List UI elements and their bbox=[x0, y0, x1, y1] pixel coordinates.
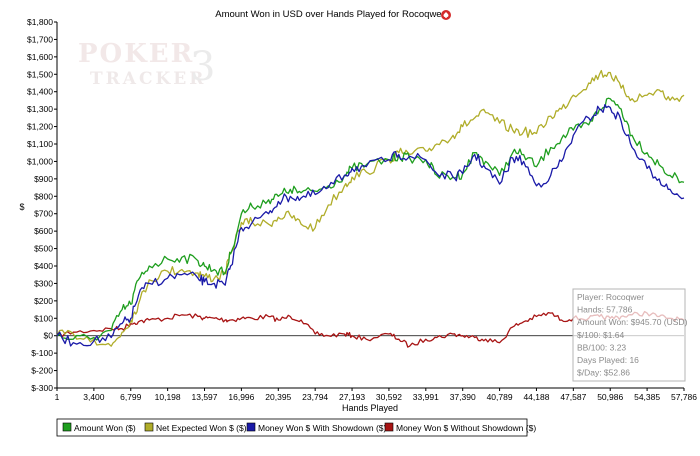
y-tick-label: $1,000 bbox=[27, 156, 53, 166]
x-tick-label: 20,395 bbox=[265, 392, 291, 402]
x-axis-ticks: 1 3,400 6,799 10,198 13,597 16,996 20,395 23,79… bbox=[55, 388, 697, 402]
y-tick-label: $600 bbox=[34, 226, 53, 236]
legend-frame bbox=[56, 418, 528, 437]
x-tick-label: 40,789 bbox=[487, 392, 513, 402]
x-tick-label: 16,996 bbox=[228, 392, 254, 402]
x-tick-label: 54,385 bbox=[634, 392, 660, 402]
x-tick-label: 50,986 bbox=[597, 392, 623, 402]
y-tick-label: $200 bbox=[34, 296, 53, 306]
y-tick-label: $700 bbox=[34, 209, 53, 219]
legend-label: Amount Won ($) bbox=[74, 423, 136, 433]
y-tick-label: $100 bbox=[34, 313, 53, 323]
info-box-frame bbox=[572, 288, 686, 382]
legend-swatch bbox=[144, 422, 154, 432]
legend-swatch bbox=[384, 422, 394, 432]
legend-swatch bbox=[62, 422, 72, 432]
info-box-line: Days Played: 16 bbox=[577, 355, 639, 365]
y-tick-label: $-100 bbox=[31, 348, 53, 358]
x-axis-title: Hands Played bbox=[342, 403, 398, 413]
y-tick-label: $300 bbox=[34, 278, 53, 288]
x-tick-label: 13,597 bbox=[192, 392, 218, 402]
x-tick-label: 30,592 bbox=[376, 392, 402, 402]
x-tick-label: 23,794 bbox=[302, 392, 328, 402]
y-tick-label: $1,400 bbox=[27, 87, 53, 97]
series-line bbox=[56, 103, 685, 347]
x-tick-label: 3,400 bbox=[83, 392, 105, 402]
legend-label: Money Won $ With Showdown ($) bbox=[258, 423, 387, 433]
series-line bbox=[56, 69, 685, 347]
y-tick-label: $800 bbox=[34, 191, 53, 201]
y-tick-label: $500 bbox=[34, 244, 53, 254]
series-line bbox=[56, 97, 685, 341]
x-tick-label: 10,198 bbox=[155, 392, 181, 402]
x-tick-label: 44,188 bbox=[523, 392, 549, 402]
legend-swatch bbox=[246, 422, 256, 432]
y-tick-label: $1,200 bbox=[27, 122, 53, 132]
x-tick-label: 37,390 bbox=[450, 392, 476, 402]
y-tick-label: $1,700 bbox=[27, 34, 53, 44]
poker-tracker-watermark: POKER TRACKER 3 bbox=[78, 39, 215, 90]
x-tick-label: 33,991 bbox=[413, 392, 439, 402]
x-tick-label: 57,786 bbox=[671, 392, 697, 402]
y-tick-label: $1,300 bbox=[27, 104, 53, 114]
y-tick-label: $1,500 bbox=[27, 69, 53, 79]
x-tick-label: 47,587 bbox=[560, 392, 586, 402]
y-tick-label: $900 bbox=[34, 174, 53, 184]
y-tick-label: $1,600 bbox=[27, 52, 53, 62]
info-box-line: BB/100: 3.23 bbox=[577, 342, 626, 352]
info-box-line: $/Day: $52.86 bbox=[577, 368, 630, 378]
y-tick-label: $1,100 bbox=[27, 139, 53, 149]
legend: Amount Won ($) Net Expected Won $ ($) Mone… bbox=[56, 418, 536, 437]
y-tick-label: $0 bbox=[44, 331, 54, 341]
y-axis-ticks: $-300 $-200 $-100 $0 $100 $200 $300 $400 $500 $60… bbox=[27, 17, 57, 393]
info-box-line: Amount Won: $945.70 (USD) bbox=[577, 317, 688, 327]
y-axis-title: $ bbox=[19, 202, 24, 212]
legend-label: Net Expected Won $ ($) bbox=[156, 423, 247, 433]
y-tick-label: $400 bbox=[34, 261, 53, 271]
info-box-line: $/100: $1.64 bbox=[577, 330, 625, 340]
info-box-line: Player: Rocoqwer bbox=[577, 292, 644, 302]
y-tick-label: $-200 bbox=[31, 366, 53, 376]
player-info-box: Player: Rocoqwer Hands: 57,786 Amount Won:… bbox=[572, 288, 688, 382]
y-tick-label: $1,800 bbox=[27, 17, 53, 27]
x-tick-label: 27,193 bbox=[339, 392, 365, 402]
info-box-line: Hands: 57,786 bbox=[577, 305, 633, 315]
x-tick-label: 6,799 bbox=[120, 392, 142, 402]
y-tick-label: $-300 bbox=[31, 383, 53, 393]
legend-label: Money Won $ Without Showdown ($) bbox=[396, 423, 536, 433]
svg-text:POKER: POKER bbox=[78, 39, 194, 69]
svg-text:3: 3 bbox=[190, 44, 215, 90]
x-tick-label: 1 bbox=[55, 392, 60, 402]
chart-title: Amount Won in USD over Hands Played for … bbox=[215, 9, 445, 20]
svg-text:TRACKER: TRACKER bbox=[90, 69, 206, 89]
title-spade-icon bbox=[441, 10, 451, 20]
